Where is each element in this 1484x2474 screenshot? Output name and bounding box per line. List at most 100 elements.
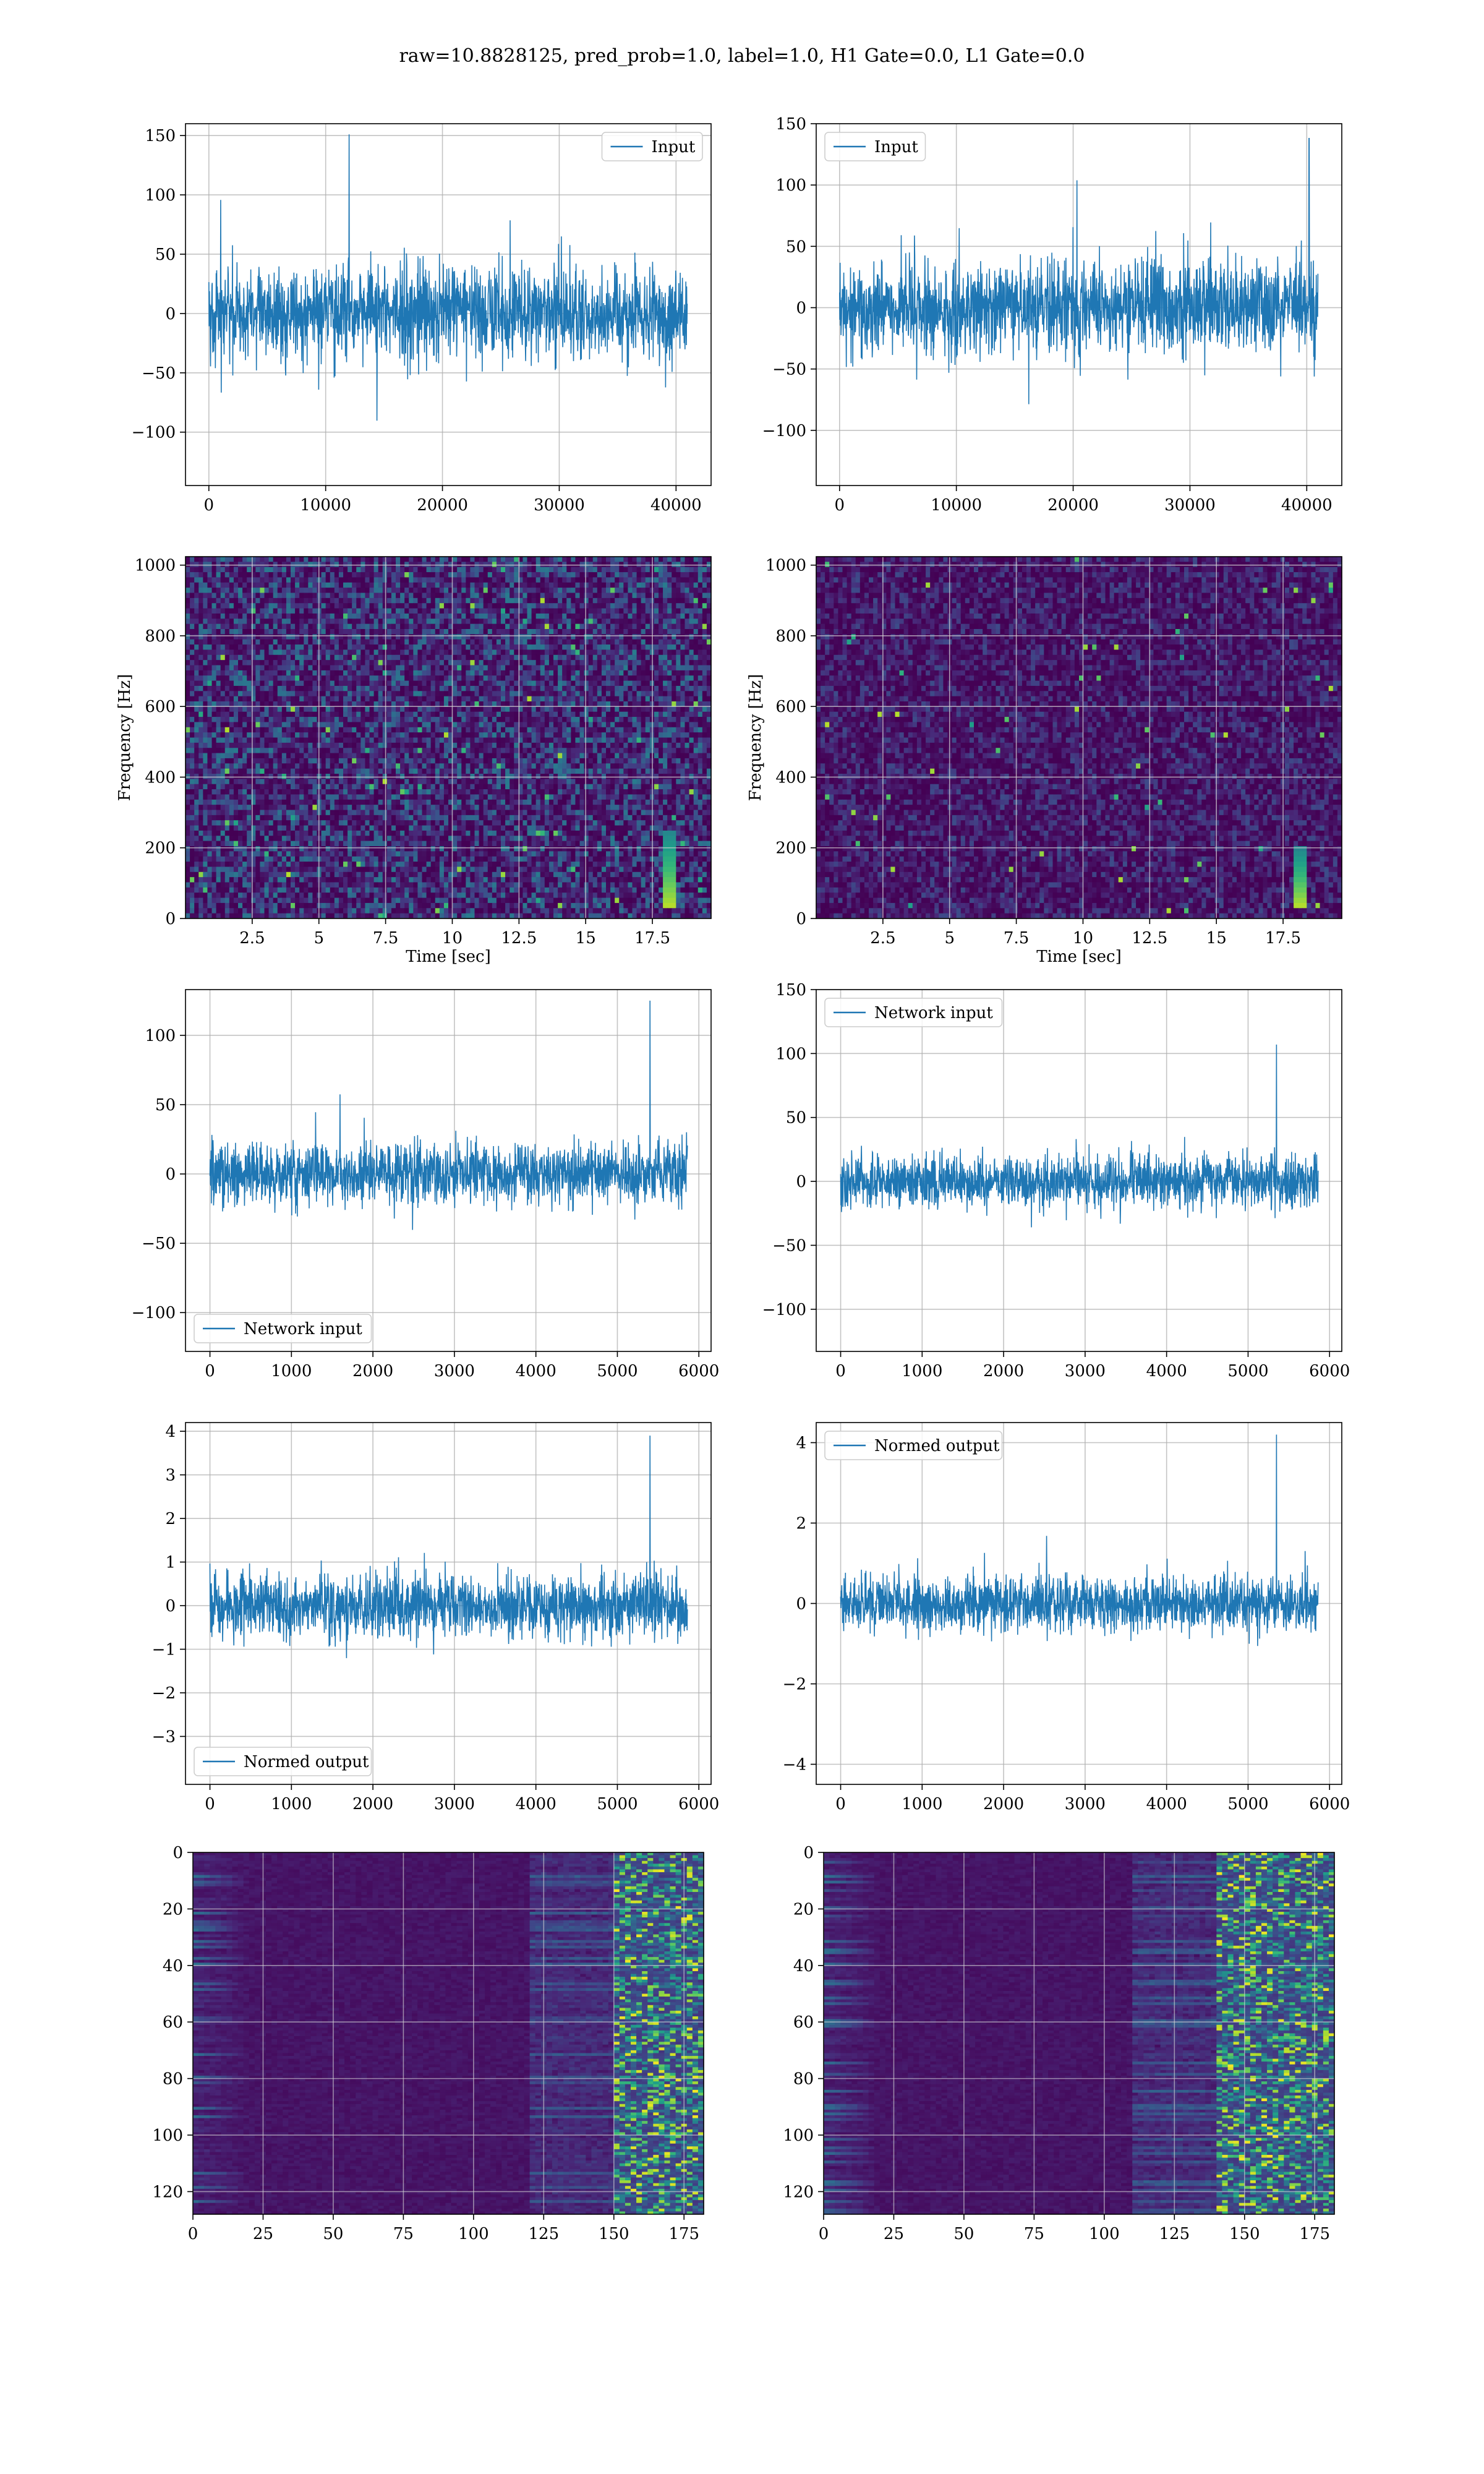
input-right-xtick-label: 10000 [931,496,982,515]
spectrogram-left-cell [474,742,480,748]
spectrogram-left-cell [697,701,703,707]
spectrogram-left-cell [391,582,396,588]
spectrogram-left-cell [659,623,663,630]
spectrogram-left-cell [483,597,488,604]
spectrogram-left-cell [693,691,699,697]
spectrogram-left-cell [255,763,261,769]
spectrogram-left-cell [588,748,594,754]
spectrogram-left-cell [610,588,615,594]
spectrogram-left-cell [645,639,650,645]
input-right-ytick-label: −100 [762,422,806,440]
spectrogram-left-cell [575,711,581,717]
spectrogram-left-cell [255,748,261,754]
spectrogram-left-cell [514,608,519,614]
spectrogram-left-cell [558,758,563,764]
spectrogram-left-cell [619,742,624,748]
spectrogram-left-cell [242,582,247,588]
spectrogram-left-cell [562,608,567,614]
spectrogram-left-cell [229,639,234,645]
spectrogram-left-cell [360,608,366,614]
spectrogram-left-cell [636,722,642,728]
spectrogram-left-cell [277,670,283,676]
spectrogram-left-cell [330,634,335,640]
spectrogram-left-cell [531,737,537,743]
spectrogram-left-cell [186,557,190,562]
spectrogram-left-cell [386,737,392,743]
spectrogram-left-cell [260,675,265,682]
spectrogram-left-cell [531,603,537,609]
spectrogram-left-cell [641,670,646,676]
spectrogram-left-cell [548,748,554,754]
spectrogram-left-cell [404,639,409,645]
spectrogram-left-cell [308,588,313,594]
spectrogram-left-cell [194,608,199,614]
spectrogram-left-cell [566,572,571,578]
spectrogram-left-cell [186,623,190,630]
spectrogram-left-cell [672,680,676,687]
spectrogram-left-cell [575,629,581,635]
spectrogram-left-cell [247,737,252,743]
spectrogram-left-cell [386,670,392,676]
spectrogram-left-cell [378,603,383,609]
spectrogram-left-cell [386,593,392,599]
spectrogram-left-cell [238,618,243,625]
spectrogram-left-cell [518,597,524,604]
spectrogram-left-cell [343,753,348,759]
spectrogram-left-cell [610,691,615,697]
spectrogram-left-cell [382,608,388,614]
spectrogram-left-cell [697,685,703,691]
spectrogram-left-cell [579,629,585,635]
spectrogram-left-cell [676,753,681,759]
spectrogram-left-cell [531,597,537,604]
spectrogram-left-cell [483,623,488,630]
spectrogram-left-cell [194,732,199,738]
spectrogram-left-cell [522,629,528,635]
spectrogram-left-cell [220,623,226,630]
spectrogram-left-cell [571,588,576,594]
spectrogram-left-cell [641,706,646,713]
spectrogram-left-cell [641,608,646,614]
spectrogram-left-cell [207,577,213,583]
spectrogram-left-cell [211,582,217,588]
input-right-ytick-label: 150 [775,115,806,134]
spectrogram-left-cell [360,618,366,625]
spectrogram-left-cell [247,706,252,713]
spectrogram-left-cell [619,572,624,578]
spectrogram-left-cell [680,593,686,599]
spectrogram-left-cell [430,701,436,707]
spectrogram-left-cell [233,588,239,594]
spectrogram-left-cell [430,562,436,568]
spectrogram-left-cell [400,706,405,713]
spectrogram-left-cell [378,670,383,676]
spectrogram-left-cell [260,654,265,661]
spectrogram-left-cell [198,557,203,562]
spectrogram-left-cell [470,572,475,578]
spectrogram-left-cell [558,593,563,599]
spectrogram-left-cell [672,618,676,625]
spectrogram-left-cell [610,608,615,614]
spectrogram-left-cell [308,572,313,578]
spectrogram-left-cell [224,572,230,578]
spectrogram-left-cell [628,588,633,594]
spectrogram-left-cell [535,557,541,562]
spectrogram-left-cell [435,680,440,687]
spectrogram-left-cell [338,567,344,573]
spectrogram-left-cell [470,722,475,728]
spectrogram-left-cell [325,711,331,717]
spectrogram-left-cell [571,732,576,738]
spectrogram-left-cell [606,639,611,645]
spectrogram-left-cell [304,613,309,619]
spectrogram-left-cell [334,680,339,687]
spectrogram-left-cell [443,618,449,625]
spectrogram-left-cell [220,649,226,656]
spectrogram-left-cell [378,572,383,578]
spectrogram-left-cell [571,737,576,743]
spectrogram-left-cell [623,748,629,754]
spectrogram-left-cell [584,696,589,702]
spectrogram-left-cell [277,649,283,656]
spectrogram-left-cell [487,665,493,671]
spectrogram-left-cell [299,763,304,769]
spectrogram-left-cell [382,717,388,723]
spectrogram-left-cell [435,557,440,562]
spectrogram-left-cell [579,634,585,640]
